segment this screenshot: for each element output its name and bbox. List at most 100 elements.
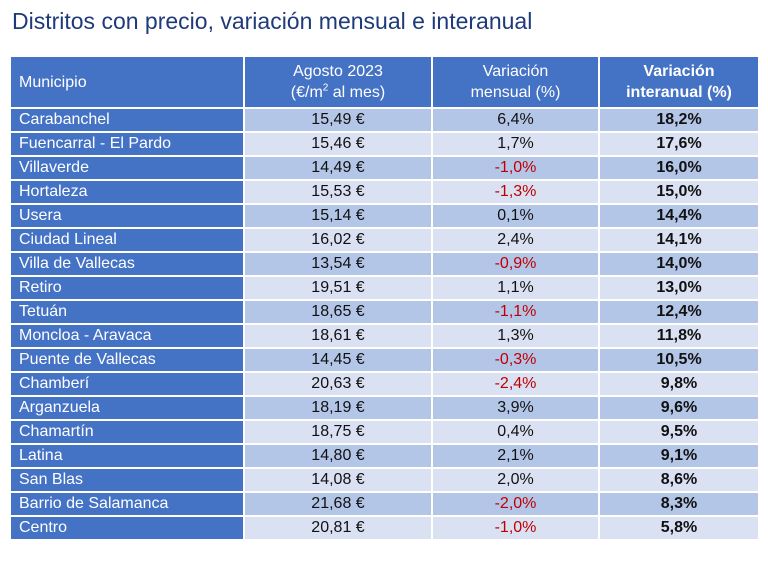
table-row: Puente de Vallecas 14,45 € -0,3% 10,5% — [9, 347, 760, 373]
cell-mensual: -1,3% — [431, 179, 600, 205]
cell-interanual: 5,8% — [598, 515, 760, 541]
cell-mensual: -1,1% — [431, 299, 600, 325]
table-body: Carabanchel 15,49 €6,4% 18,2% Fuencarral - … — [9, 107, 760, 541]
page-title: Distritos con precio, variación mensual … — [12, 8, 533, 34]
cell-municipio: Hortaleza — [9, 179, 245, 205]
districts-table: Municipio Agosto 2023 (€/m2 al mes) Vari… — [9, 55, 760, 541]
table-row: Moncloa - Aravaca 18,61 €1,3% 11,8% — [9, 323, 760, 349]
cell-municipio: Villa de Vallecas — [9, 251, 245, 277]
header-municipio-label: Municipio — [19, 73, 87, 91]
cell-municipio: Villaverde — [9, 155, 245, 181]
cell-municipio: Ciudad Lineal — [9, 227, 245, 253]
cell-mensual: 3,9% — [431, 395, 600, 421]
table-row: Latina 14,80 €2,1% 9,1% — [9, 443, 760, 469]
cell-precio: 20,81 € — [243, 515, 433, 541]
cell-mensual: 0,4% — [431, 419, 600, 445]
table-row: San Blas 14,08 €2,0% 8,6% — [9, 467, 760, 493]
table-row: Centro 20,81 € -1,0% 5,8% — [9, 515, 760, 541]
cell-municipio: Usera — [9, 203, 245, 229]
cell-mensual: 6,4% — [431, 107, 600, 133]
cell-precio: 18,75 € — [243, 419, 433, 445]
table-row: Chamartín 18,75 €0,4% 9,5% — [9, 419, 760, 445]
cell-precio: 14,80 € — [243, 443, 433, 469]
cell-municipio: Retiro — [9, 275, 245, 301]
cell-interanual: 17,6% — [598, 131, 760, 157]
cell-mensual: -2,0% — [431, 491, 600, 517]
cell-municipio: Carabanchel — [9, 107, 245, 133]
cell-precio: 19,51 € — [243, 275, 433, 301]
table-row: Fuencarral - El Pardo 15,46 €1,7% 17,6% — [9, 131, 760, 157]
cell-mensual: 1,1% — [431, 275, 600, 301]
table-row: Retiro 19,51 €1,1% 13,0% — [9, 275, 760, 301]
cell-interanual: 10,5% — [598, 347, 760, 373]
cell-precio: 18,65 € — [243, 299, 433, 325]
cell-precio: 18,61 € — [243, 323, 433, 349]
cell-mensual: 1,7% — [431, 131, 600, 157]
header-agosto: Agosto 2023 (€/m2 al mes) — [243, 55, 433, 109]
cell-mensual: 2,4% — [431, 227, 600, 253]
cell-interanual: 18,2% — [598, 107, 760, 133]
cell-interanual: 9,8% — [598, 371, 760, 397]
cell-mensual: -1,0% — [431, 515, 600, 541]
cell-precio: 15,14 € — [243, 203, 433, 229]
cell-interanual: 8,3% — [598, 491, 760, 517]
table-row: Villaverde 14,49 € -1,0% 16,0% — [9, 155, 760, 181]
table-row: Arganzuela 18,19 €3,9% 9,6% — [9, 395, 760, 421]
cell-municipio: Tetuán — [9, 299, 245, 325]
cell-municipio: Puente de Vallecas — [9, 347, 245, 373]
cell-precio: 15,53 € — [243, 179, 433, 205]
cell-mensual: 2,0% — [431, 467, 600, 493]
cell-interanual: 14,4% — [598, 203, 760, 229]
cell-precio: 21,68 € — [243, 491, 433, 517]
header-agosto-line1: Agosto 2023 — [293, 63, 383, 80]
cell-municipio: San Blas — [9, 467, 245, 493]
table-row: Carabanchel 15,49 €6,4% 18,2% — [9, 107, 760, 133]
header-mensual-line1: Variación — [482, 63, 549, 80]
cell-interanual: 14,0% — [598, 251, 760, 277]
header-municipio: Municipio — [9, 55, 245, 109]
cell-mensual: -0,9% — [431, 251, 600, 277]
cell-precio: 15,46 € — [243, 131, 433, 157]
header-interanual-line2: interanual (%) — [626, 84, 732, 101]
cell-municipio: Centro — [9, 515, 245, 541]
cell-mensual: 0,1% — [431, 203, 600, 229]
cell-precio: 14,49 € — [243, 155, 433, 181]
header-agosto-line2: (€/m2 al mes) — [290, 82, 386, 101]
cell-precio: 18,19 € — [243, 395, 433, 421]
cell-municipio: Chamberí — [9, 371, 245, 397]
cell-precio: 20,63 € — [243, 371, 433, 397]
header-interanual: Variación interanual (%) — [598, 55, 760, 109]
cell-interanual: 11,8% — [598, 323, 760, 349]
cell-mensual: -0,3% — [431, 347, 600, 373]
table-row: Ciudad Lineal 16,02 €2,4% 14,1% — [9, 227, 760, 253]
cell-mensual: -2,4% — [431, 371, 600, 397]
cell-precio: 15,49 € — [243, 107, 433, 133]
cell-mensual: 1,3% — [431, 323, 600, 349]
header-mensual: Variación mensual (%) — [431, 55, 600, 109]
cell-mensual: 2,1% — [431, 443, 600, 469]
table-row: Chamberí 20,63 € -2,4% 9,8% — [9, 371, 760, 397]
cell-precio: 16,02 € — [243, 227, 433, 253]
cell-interanual: 14,1% — [598, 227, 760, 253]
table-row: Barrio de Salamanca 21,68 € -2,0% 8,3% — [9, 491, 760, 517]
cell-interanual: 9,6% — [598, 395, 760, 421]
cell-interanual: 12,4% — [598, 299, 760, 325]
cell-interanual: 13,0% — [598, 275, 760, 301]
cell-municipio: Chamartín — [9, 419, 245, 445]
table-row: Villa de Vallecas 13,54 € -0,9% 14,0% — [9, 251, 760, 277]
cell-municipio: Barrio de Salamanca — [9, 491, 245, 517]
header-interanual-line1: Variación — [643, 63, 715, 80]
cell-interanual: 8,6% — [598, 467, 760, 493]
cell-interanual: 15,0% — [598, 179, 760, 205]
cell-interanual: 16,0% — [598, 155, 760, 181]
table-row: Usera 15,14 €0,1% 14,4% — [9, 203, 760, 229]
cell-municipio: Arganzuela — [9, 395, 245, 421]
cell-municipio: Latina — [9, 443, 245, 469]
table-row: Tetuán 18,65 € -1,1% 12,4% — [9, 299, 760, 325]
cell-municipio: Moncloa - Aravaca — [9, 323, 245, 349]
table-header-row: Municipio Agosto 2023 (€/m2 al mes) Vari… — [9, 55, 760, 109]
cell-precio: 14,45 € — [243, 347, 433, 373]
cell-municipio: Fuencarral - El Pardo — [9, 131, 245, 157]
cell-interanual: 9,1% — [598, 443, 760, 469]
cell-precio: 14,08 € — [243, 467, 433, 493]
